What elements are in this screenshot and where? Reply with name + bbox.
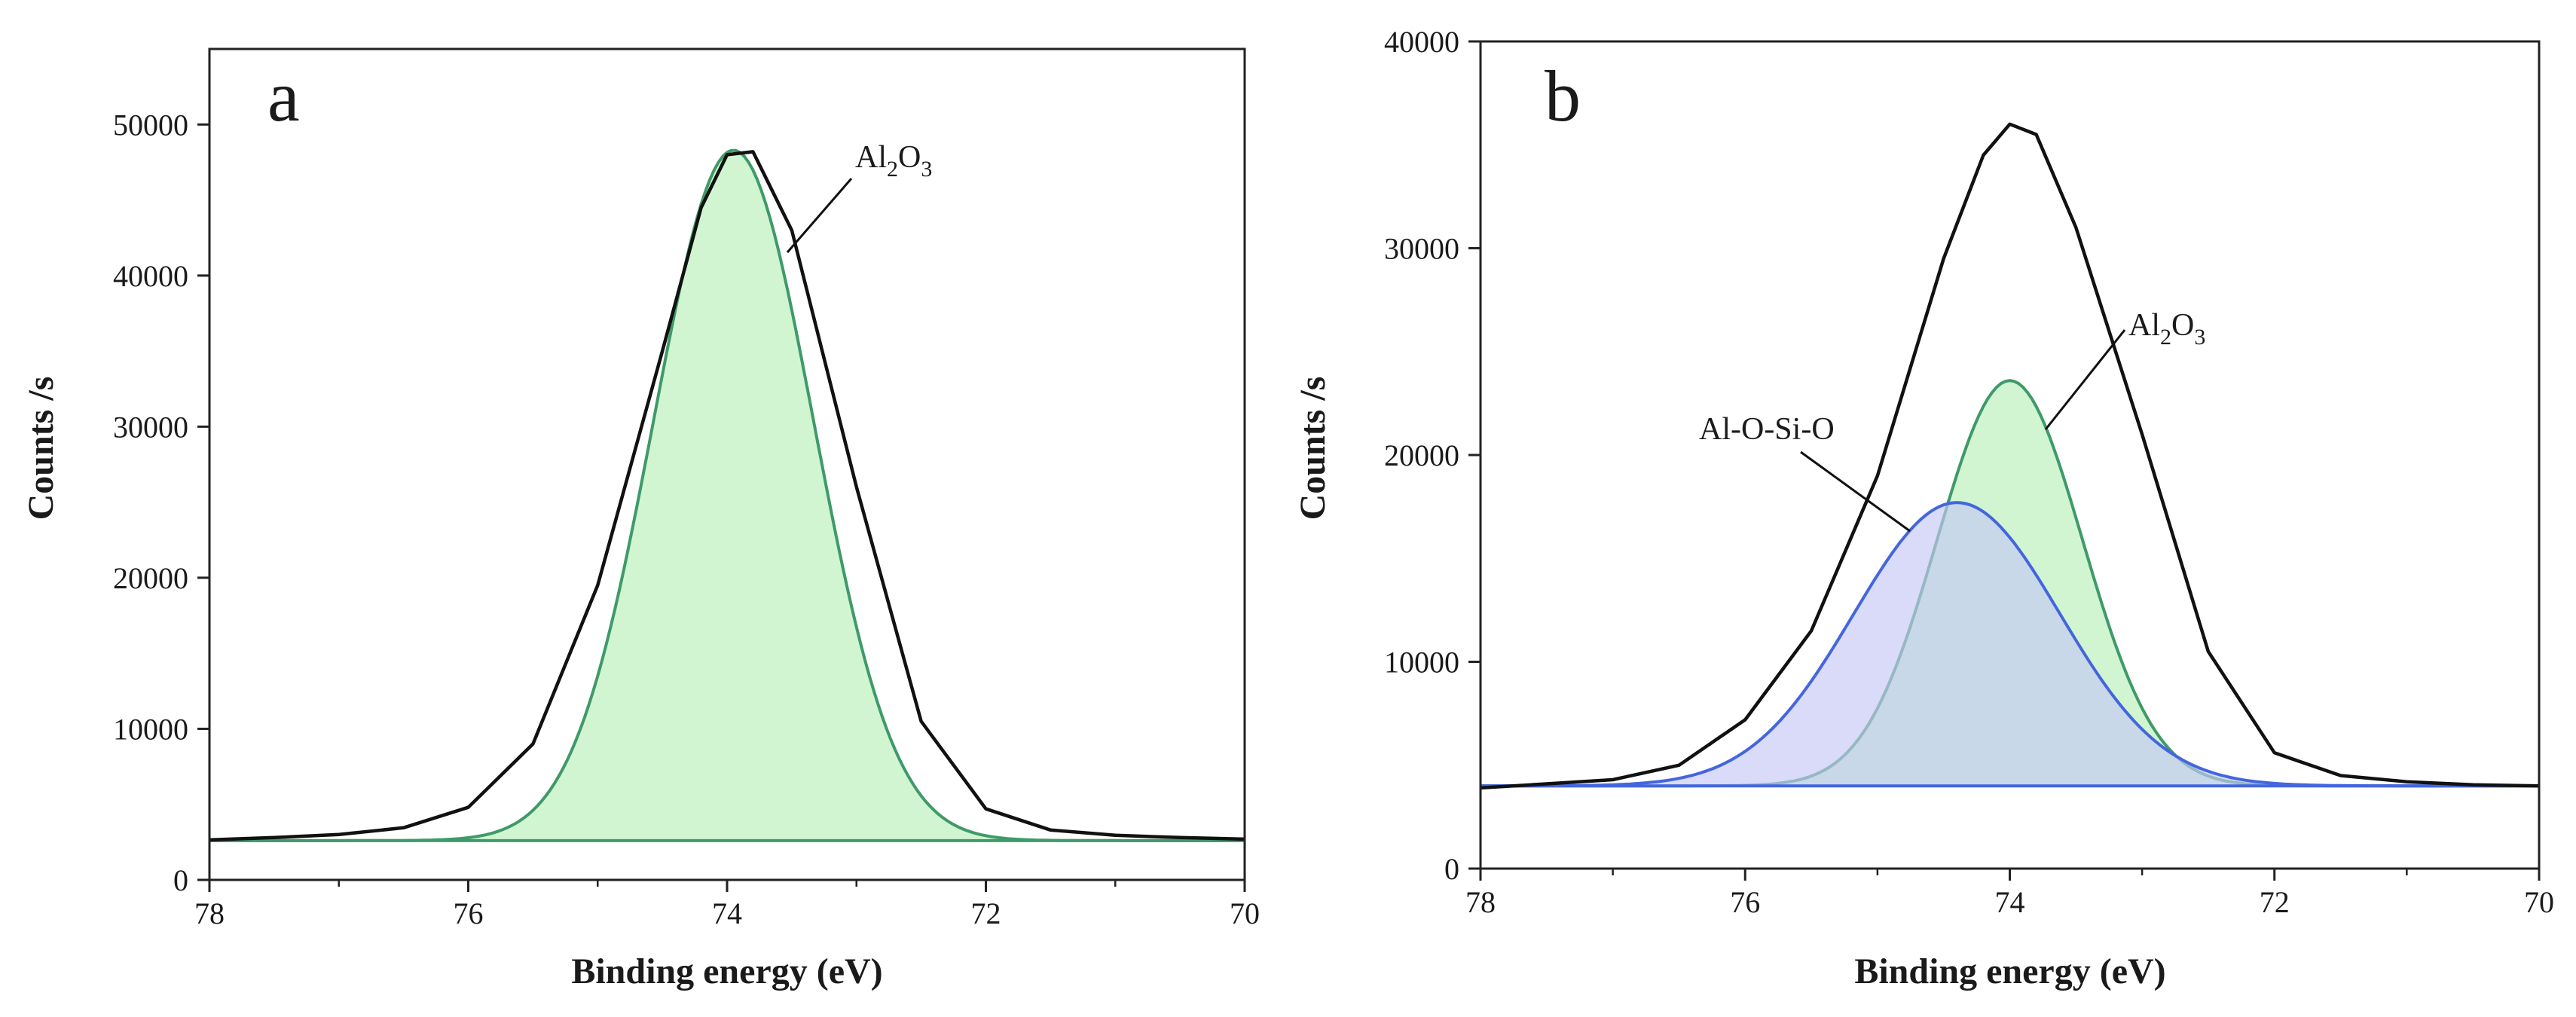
panel-a-x-tick-label: 78 [194,896,225,930]
panel-b-x-tick-label: 76 [1730,885,1760,919]
panel-a-y-tick-label: 50000 [113,108,188,142]
panel-a-al-o--fill [209,150,1245,841]
panel-a-measured-line [209,150,1245,842]
panel-a-y-tick-label: 20000 [113,561,188,595]
panel-a-x-tick-label: 70 [1230,896,1260,930]
panel-a-al2o3-label: Al2O3 [855,140,932,182]
panel-a-x-axis-title: Binding energy (eV) [571,951,882,991]
panel-a-y-tick-label: 10000 [113,712,188,746]
panel-b-y-tick-label: 30000 [1384,232,1459,266]
panel-b-al2o3-leader-line [2044,329,2126,430]
panel-a-x-tick-label: 72 [971,896,1001,930]
panel-a-x-tick-label: 74 [712,896,742,930]
panel-b-x-axis-title: Binding energy (eV) [1854,951,2165,991]
panel-b-al-o-si-o-fill [1481,502,2539,786]
panel-a-x-tick-label: 76 [454,896,484,930]
panel-b: 78 76 74 72 70 0 10000 20000 30000 40000 b Bindin… [1293,25,2554,991]
panel-a-label: a [267,56,300,136]
panel-b-y-tick-label: 40000 [1384,25,1459,59]
panel-b-alosio-label: Al-O-Si-O [1699,412,1835,447]
panel-a-y-tick-label: 40000 [113,259,188,293]
panel-b-x-tick-label: 78 [1465,885,1496,919]
panel-a-y-tick-label: 0 [173,863,188,897]
panel-b-measured-line [1480,122,2540,790]
panel-a-y-axis-title: Counts /s [21,377,61,521]
panel-b-x-tick-label: 74 [1995,885,2025,919]
panel-b-y-tick-label: 0 [1444,852,1459,886]
panel-b-label: b [1545,56,1581,136]
panel-b-x-tick-label: 70 [2524,885,2554,919]
panel-a-y-tick-label: 30000 [113,410,188,444]
panel-b-x-tick-label: 72 [2260,885,2290,919]
panel-b-y-tick-label: 10000 [1384,646,1459,680]
panel-a: 78 76 74 72 70 0 10000 20000 30000 40000 50000 a B… [21,47,1260,991]
panel-a-al2o3-leader-line [786,178,853,253]
panel-b-al2o3-label: Al2O3 [2128,308,2205,350]
panel-b-y-axis-title: Counts /s [1293,377,1333,521]
panel-b-y-tick-label: 20000 [1384,438,1459,472]
panel-b-alosio-leader-line [1800,450,1911,533]
